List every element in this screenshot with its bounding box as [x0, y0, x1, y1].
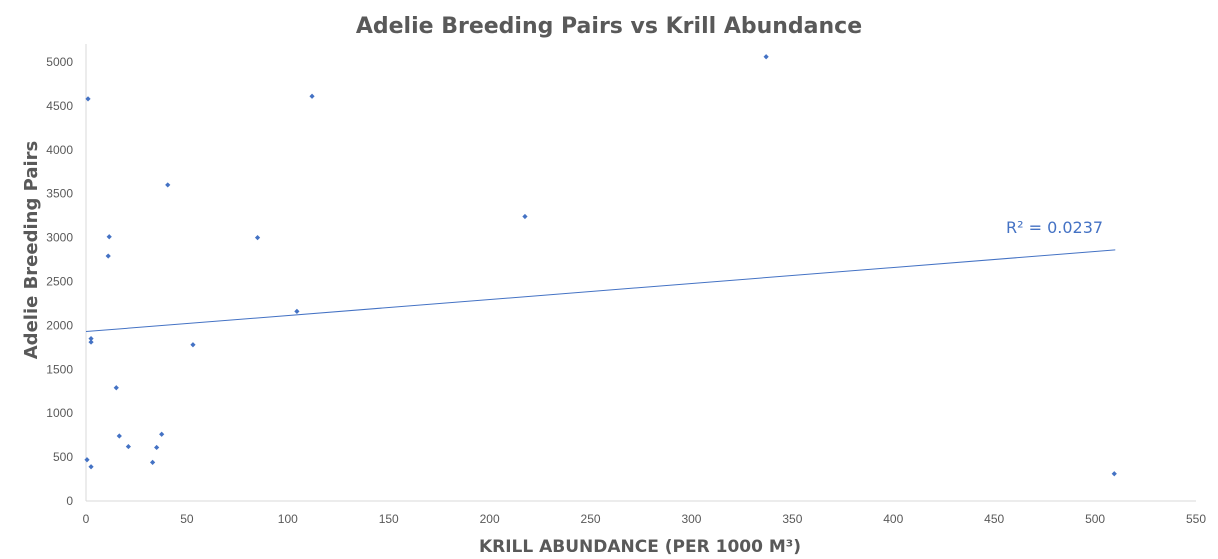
data-point	[150, 459, 156, 465]
x-tick-label: 500	[1085, 512, 1105, 526]
y-tick-label: 4000	[46, 143, 73, 157]
y-tick-label: 3500	[46, 187, 73, 201]
data-point	[116, 433, 122, 439]
y-tick-label: 1000	[46, 406, 73, 420]
x-tick-label: 400	[883, 512, 903, 526]
data-point	[85, 96, 91, 102]
x-tick-label: 100	[278, 512, 298, 526]
trendline	[85, 249, 1116, 333]
chart-title: Adelie Breeding Pairs vs Krill Abundance	[356, 14, 862, 39]
x-tick-label: 450	[984, 512, 1004, 526]
data-point	[125, 443, 131, 450]
data-point	[294, 308, 300, 314]
x-tick-label: 50	[180, 512, 194, 526]
data-point	[88, 464, 94, 470]
x-tick-label: 350	[782, 512, 802, 526]
data-point	[88, 339, 94, 345]
y-tick-label: 2000	[46, 318, 73, 332]
y-tick-label: 0	[66, 494, 73, 508]
data-point	[165, 182, 171, 188]
data-point	[522, 213, 528, 220]
data-point	[763, 54, 769, 60]
x-tick-label: 550	[1186, 512, 1206, 526]
data-point	[190, 342, 196, 348]
x-tick-label: 0	[83, 512, 90, 526]
r-squared-label: R² = 0.0237	[1006, 218, 1103, 237]
y-tick-label: 3000	[46, 231, 73, 245]
y-axis-title: Adelie Breeding Pairs	[21, 141, 42, 360]
y-tick-label: 2500	[46, 275, 73, 289]
x-tick-label: 300	[681, 512, 701, 526]
y-tick-label: 1500	[46, 362, 73, 376]
y-tick-label: 5000	[46, 55, 73, 69]
data-point	[159, 431, 165, 437]
data-point	[309, 93, 315, 99]
data-point	[84, 457, 90, 463]
data-point	[113, 385, 119, 391]
data-point	[88, 335, 94, 342]
y-tick-label: 4500	[46, 99, 73, 113]
x-tick-label: 150	[379, 512, 399, 526]
plot-area: 0500100015002000250030003500400045005000…	[46, 44, 1206, 526]
data-point	[154, 444, 160, 451]
y-tick-label: 500	[53, 450, 73, 464]
data-point	[106, 234, 112, 240]
data-point	[1111, 471, 1117, 477]
x-tick-label: 250	[581, 512, 601, 526]
data-point	[254, 235, 261, 241]
x-axis-title: KRILL ABUNDANCE (PER 1000 M³)	[479, 537, 801, 557]
x-tick-label: 200	[480, 512, 500, 526]
data-point	[105, 253, 111, 259]
